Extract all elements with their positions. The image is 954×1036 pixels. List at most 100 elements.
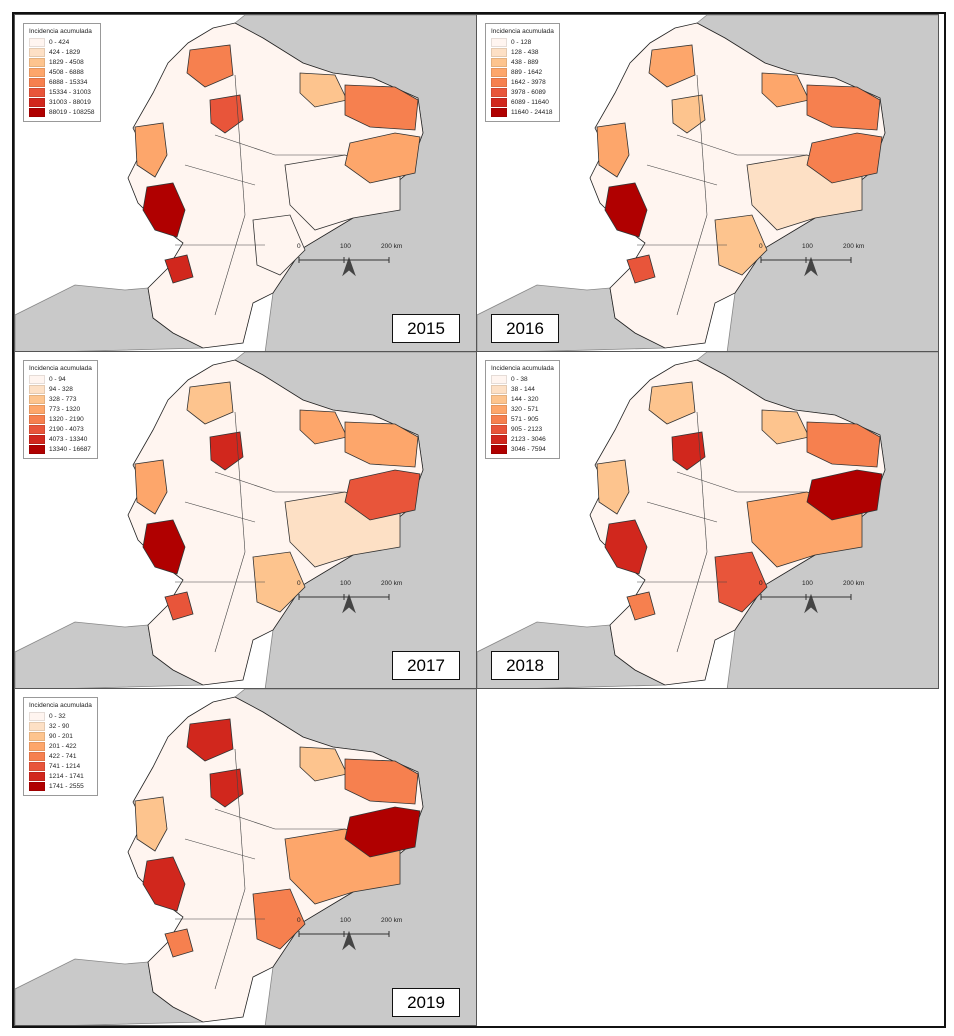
legend-label: 0 - 38 — [511, 375, 528, 383]
legend-item: 38 - 144 — [491, 384, 554, 394]
province-boundary — [696, 411, 708, 553]
legend-item: 1320 - 2190 — [29, 414, 92, 424]
legend-item: 422 - 741 — [29, 751, 92, 761]
canton-region — [604, 182, 648, 238]
canton-region — [806, 469, 883, 521]
canton-region — [299, 72, 348, 108]
legend-swatch — [29, 751, 45, 761]
province-boundary — [676, 134, 738, 156]
legend: Incidencia acumulada 0 - 32 32 - 90 90 - 20… — [23, 697, 98, 796]
scale-label: 0 — [759, 580, 763, 587]
map-panel-2015: Incidencia acumulada 0 - 424 424 - 1829 182… — [14, 14, 477, 352]
canton-region — [142, 856, 186, 912]
legend-item: 0 - 128 — [491, 37, 554, 47]
canton-region — [209, 431, 244, 471]
legend-item: 13340 - 16687 — [29, 444, 92, 454]
legend-label: 1741 - 2555 — [49, 782, 84, 790]
legend-title: Incidencia acumulada — [29, 365, 92, 372]
legend-swatch — [29, 444, 45, 454]
legend-swatch — [29, 761, 45, 771]
legend-swatch — [29, 731, 45, 741]
canton-region — [671, 94, 706, 134]
ecuador-map — [477, 352, 938, 688]
canton-region — [299, 409, 348, 445]
legend: Incidencia acumulada 0 - 94 94 - 328 328 - … — [23, 360, 98, 459]
legend-title: Incidencia acumulada — [491, 28, 554, 35]
ecuador-map — [15, 352, 476, 688]
legend-label: 128 - 438 — [511, 48, 539, 56]
legend-label: 1214 - 1741 — [49, 772, 84, 780]
canton-region — [806, 421, 881, 468]
legend-label: 90 - 201 — [49, 732, 73, 740]
ecuador-map — [15, 689, 476, 1025]
canton-region — [648, 381, 696, 425]
legend-label: 328 - 773 — [49, 395, 77, 403]
canton-region — [596, 459, 630, 515]
legend-label: 422 - 741 — [49, 752, 77, 760]
canton-region — [164, 591, 194, 621]
legend-label: 15334 - 31003 — [49, 88, 91, 96]
year-label: 2017 — [392, 651, 460, 680]
canton-region — [344, 469, 421, 521]
province-boundary — [214, 134, 276, 156]
canton-region — [626, 254, 656, 284]
legend-label: 424 - 1829 — [49, 48, 81, 56]
scale-label: 100 — [802, 580, 813, 587]
legend-label: 144 - 320 — [511, 395, 539, 403]
legend-label: 11640 - 24418 — [511, 108, 553, 116]
legend-item: 2190 - 4073 — [29, 424, 92, 434]
canton-region — [604, 519, 648, 575]
north-arrow-icon — [342, 256, 356, 277]
legend-item: 94 - 328 — [29, 384, 92, 394]
legend-swatch — [29, 57, 45, 67]
canton-region — [714, 214, 768, 276]
canton-region — [344, 758, 419, 805]
legend-item: 144 - 320 — [491, 394, 554, 404]
north-arrow-icon — [342, 593, 356, 614]
canton-region — [186, 381, 234, 425]
legend-label: 6089 - 11640 — [511, 98, 549, 106]
legend-item: 0 - 38 — [491, 374, 554, 384]
year-label: 2018 — [491, 651, 559, 680]
legend-label: 3978 - 6089 — [511, 88, 546, 96]
legend-item: 328 - 773 — [29, 394, 92, 404]
legend: Incidencia acumulada 0 - 128 128 - 438 438 … — [485, 23, 560, 122]
legend-item: 1829 - 4508 — [29, 57, 95, 67]
map-panel-2017: Incidencia acumulada 0 - 94 94 - 328 328 - … — [14, 351, 477, 689]
legend-title: Incidencia acumulada — [491, 365, 554, 372]
legend-label: 0 - 32 — [49, 712, 66, 720]
legend-label: 741 - 1214 — [49, 762, 81, 770]
canton-region — [344, 806, 421, 858]
north-arrow-icon — [804, 256, 818, 277]
legend-swatch — [29, 384, 45, 394]
canton-region — [134, 796, 168, 852]
canton-region — [626, 591, 656, 621]
province-boundary — [234, 411, 246, 553]
scale-label: 0 — [297, 243, 301, 250]
canton-region — [209, 94, 244, 134]
scale-label: 200 km — [843, 580, 865, 587]
legend-swatch — [29, 404, 45, 414]
legend-swatch — [29, 771, 45, 781]
legend-item: 31003 - 88019 — [29, 97, 95, 107]
province-boundary — [214, 551, 246, 653]
legend-swatch — [491, 107, 507, 117]
canton-region — [142, 519, 186, 575]
scale-label: 200 km — [381, 917, 403, 924]
legend-item: 128 - 438 — [491, 47, 554, 57]
legend-label: 438 - 889 — [511, 58, 539, 66]
province-boundary — [676, 214, 708, 316]
year-label: 2015 — [392, 314, 460, 343]
legend-swatch — [491, 87, 507, 97]
legend-swatch — [491, 37, 507, 47]
legend-swatch — [491, 384, 507, 394]
canton-region — [806, 84, 881, 131]
legend-item: 11640 - 24418 — [491, 107, 554, 117]
legend-label: 201 - 422 — [49, 742, 77, 750]
legend-swatch — [29, 721, 45, 731]
province-boundary — [646, 501, 718, 523]
legend-item: 1642 - 3978 — [491, 77, 554, 87]
scale-label: 200 km — [381, 580, 403, 587]
province-boundary — [214, 214, 246, 316]
